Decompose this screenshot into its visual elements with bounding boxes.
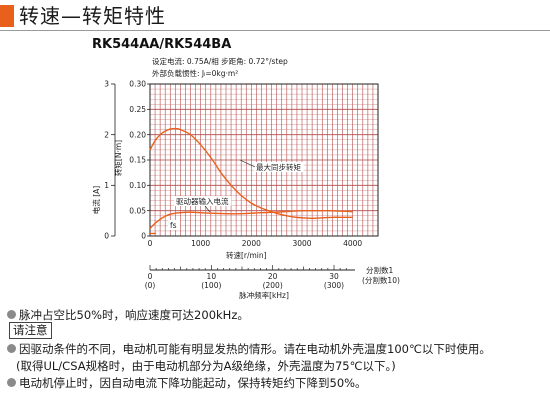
pulse-division-label-alt: (分割数10) [362, 275, 400, 285]
pulse-axis-title: 脉冲频率[kHz] [239, 290, 289, 300]
torque-series-label: 最大同步转矩 [256, 162, 301, 172]
y2-tick-label: 0 [104, 232, 109, 241]
pulse-tick-label-alt: (300) [324, 281, 344, 290]
pulse-tick-label: 10 [207, 272, 217, 281]
y2-tick-label: 3 [104, 80, 109, 89]
x-tick-label: 2000 [242, 239, 261, 248]
y-tick-label: 0.20 [129, 130, 146, 139]
fs-label-backing [168, 220, 180, 230]
pulse-division-label: 分割数1 [366, 265, 393, 275]
caution-label: 请注意 [9, 322, 52, 339]
pulse-tick-label-alt: (0) [145, 281, 156, 290]
pulse-tick-label-alt: (200) [263, 281, 283, 290]
torque-series-label-leader [239, 159, 256, 168]
note-heating-text: 因驱动条件的不同，电动机可能有明显发热的情形。请在电动机外壳温度100℃以下时使… [19, 342, 491, 356]
pulse-tick-label: 30 [329, 272, 339, 281]
y-axis-title: 转矩[N·m] [113, 140, 123, 176]
x-tick-label: 1000 [191, 239, 210, 248]
y-tick-label: 0.25 [129, 105, 146, 114]
bullet-icon [7, 344, 16, 353]
x-tick-label: 3000 [292, 239, 311, 248]
current-series-label-leader [204, 205, 211, 213]
page-title: 转速—转矩特性 [19, 4, 166, 28]
y2-tick-label: 1 [104, 181, 109, 190]
y-tick-label: 0.15 [129, 156, 146, 165]
y-tick-label: 0.05 [129, 206, 146, 215]
model-number: RK544AA/RK544BA [92, 37, 232, 52]
y-tick-label: 0 [141, 232, 146, 241]
torque-series-label-backing [254, 162, 304, 172]
x-tick-label: 0 [148, 239, 153, 248]
fs-label: fs [170, 221, 177, 230]
pulse-tick-label: 0 [148, 272, 153, 281]
current-series-label-backing [174, 196, 232, 206]
x-tick-label: 4000 [343, 239, 362, 248]
y-tick-label: 0.30 [129, 80, 146, 89]
condition-load-inertia: 外部负载惯性: Jₗ=0kg·m² [152, 69, 239, 78]
note-heating: 因驱动条件的不同，电动机可能有明显发热的情形。请在电动机外壳温度100℃以下时使… [7, 341, 491, 357]
bullet-icon [7, 310, 16, 319]
title-bar: 转速—转矩特性 [0, 3, 550, 31]
title-divider [0, 30, 550, 31]
y-tick-label: 0.10 [129, 181, 146, 190]
bullet-icon [7, 378, 16, 387]
y2-tick-label: 2 [104, 130, 109, 139]
pulse-tick-label-alt: (100) [201, 281, 221, 290]
current-curve [149, 209, 353, 229]
note-stop-current: 电动机停止时，因自动电流下降功能起动，保持转矩约下降到50%。 [7, 375, 367, 391]
note-stop-current-text: 电动机停止时，因自动电流下降功能起动，保持转矩约下降到50%。 [19, 376, 367, 390]
current-series-label: 驱动器输入电流 [176, 196, 229, 206]
note-pulse-duty-text: 脉冲占空比50%时，响应速度可达200kHz。 [19, 308, 249, 322]
torque-curve [149, 127, 353, 220]
condition-current-step: 设定电流: 0.75A/相 步距角: 0.72°/step [152, 57, 288, 66]
y2-axis-title: 电流 [A] [91, 186, 101, 214]
note-pulse-duty: 脉冲占空比50%时，响应速度可达200kHz。 [7, 307, 249, 323]
title-accent-mark [0, 5, 14, 27]
x-axis-title: 转速[r/min] [226, 250, 267, 260]
note-ul-csa: (取得UL/CSA规格时，由于电动机部分为A级绝缘，外壳温度为75℃以下。) [16, 359, 396, 373]
pulse-tick-label: 20 [268, 272, 278, 281]
